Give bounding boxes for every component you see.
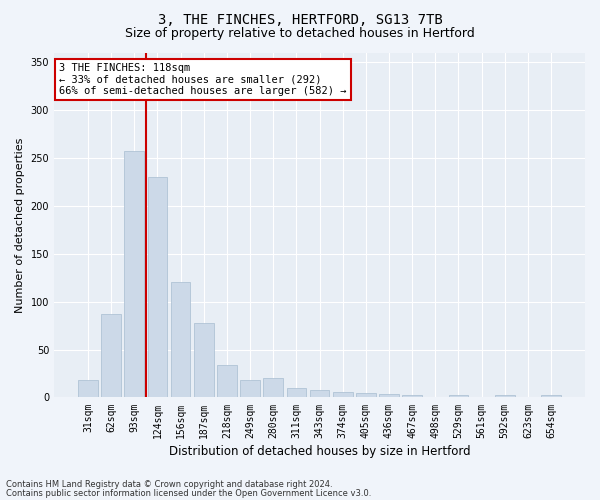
Bar xyxy=(78,380,98,398)
Bar xyxy=(449,394,468,398)
Bar xyxy=(379,394,399,398)
Text: 3, THE FINCHES, HERTFORD, SG13 7TB: 3, THE FINCHES, HERTFORD, SG13 7TB xyxy=(158,12,442,26)
Y-axis label: Number of detached properties: Number of detached properties xyxy=(15,138,25,312)
Bar xyxy=(263,378,283,398)
Bar xyxy=(541,394,561,398)
Text: 3 THE FINCHES: 118sqm
← 33% of detached houses are smaller (292)
66% of semi-det: 3 THE FINCHES: 118sqm ← 33% of detached … xyxy=(59,63,347,96)
Bar xyxy=(194,322,214,398)
Bar xyxy=(402,394,422,398)
Text: Contains HM Land Registry data © Crown copyright and database right 2024.: Contains HM Land Registry data © Crown c… xyxy=(6,480,332,489)
Text: Contains public sector information licensed under the Open Government Licence v3: Contains public sector information licen… xyxy=(6,488,371,498)
Text: Size of property relative to detached houses in Hertford: Size of property relative to detached ho… xyxy=(125,28,475,40)
Bar xyxy=(101,314,121,398)
Bar xyxy=(171,282,190,398)
Bar xyxy=(240,380,260,398)
Bar xyxy=(495,394,515,398)
X-axis label: Distribution of detached houses by size in Hertford: Distribution of detached houses by size … xyxy=(169,444,470,458)
Bar xyxy=(333,392,353,398)
Bar xyxy=(310,390,329,398)
Bar xyxy=(356,392,376,398)
Bar xyxy=(124,151,144,398)
Bar xyxy=(217,365,237,398)
Bar xyxy=(287,388,306,398)
Bar xyxy=(148,177,167,398)
